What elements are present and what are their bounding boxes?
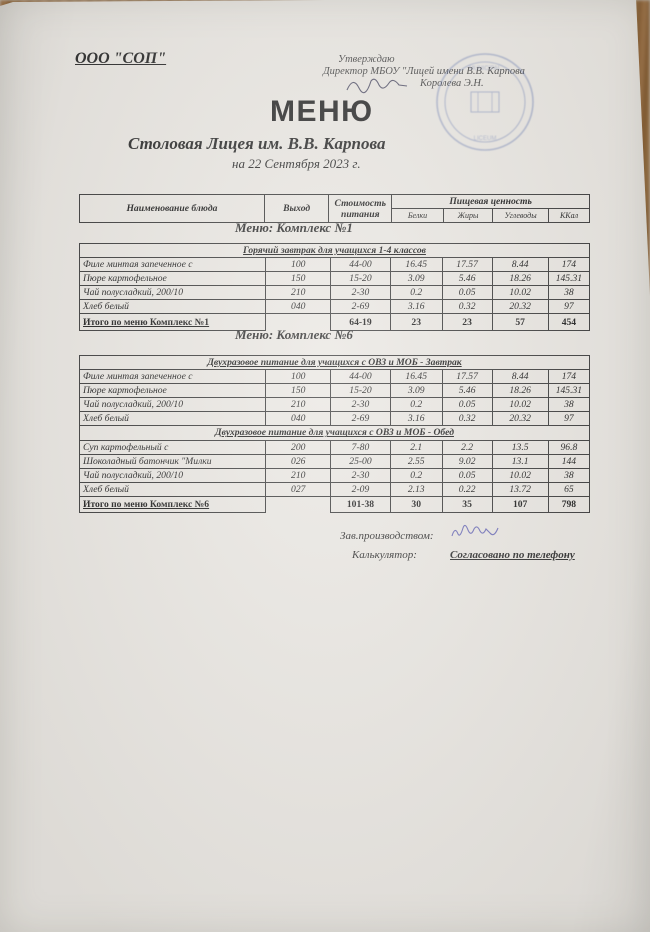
svg-text:LICEUM: LICEUM (474, 136, 497, 142)
svg-text:MUNICIPAL: MUNICIPAL (469, 66, 502, 72)
